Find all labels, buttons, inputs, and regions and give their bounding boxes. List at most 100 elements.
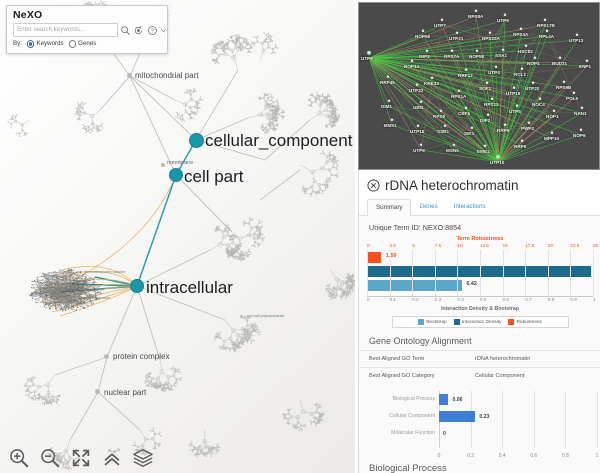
- bar-bootstrap: [367, 280, 462, 291]
- gridline: [480, 250, 481, 296]
- term-robustness-chart: Term Robustness 0 2.5 5 7.5 10 12.5 15 17.5 20 22…: [359, 236, 600, 328]
- search-panel[interactable]: NeXO ?: [6, 5, 168, 54]
- radio-keywords-label: Keywords: [36, 40, 64, 48]
- gridline: [525, 250, 527, 296]
- unique-term-id: Unique Term ID: NEXO:8854: [359, 216, 600, 236]
- go-axis-tick: 0.4: [498, 453, 506, 459]
- go-alignment-heading: Gene Ontology Alignment: [369, 336, 472, 346]
- tree-node-protein-complex[interactable]: [104, 354, 109, 359]
- gridline: [389, 250, 391, 296]
- go-row-term-key: Best Aligned GO Term: [369, 356, 425, 362]
- tree-node-nuclear-part[interactable]: [95, 389, 100, 394]
- gridline: [570, 250, 572, 296]
- go-alignment-chart: 0 0.2 0.4 0.6 0.8 1 Biological Process 0.06 Cell…: [367, 391, 598, 459]
- legend-item-interaction-density: Interaction Density: [453, 319, 502, 325]
- go-row-term-value: rDNA heterochromatin: [475, 356, 531, 362]
- gridline: [457, 250, 459, 296]
- search-by-label: By:: [13, 40, 22, 48]
- gridline: [547, 250, 549, 296]
- go-bar-value: 0.06: [452, 396, 463, 403]
- robustness-plot-area: 1.59 0.42: [367, 250, 594, 297]
- search-icon[interactable]: [120, 25, 131, 36]
- zoom-out-icon[interactable]: [39, 447, 61, 469]
- robustness-bottom-axis: 0 0.1 0.2 0.3 0.4 0.5 0.6 0.7 0.8 0.9 1: [367, 297, 596, 302]
- go-row-category-key: Best Aligned GO Category: [369, 373, 435, 379]
- go-category-label: Cellular Component: [389, 413, 435, 419]
- biological-process-heading: Biological Process: [359, 459, 600, 473]
- tree-node-mitochondrial-part[interactable]: [127, 73, 132, 78]
- radio-genes[interactable]: [68, 40, 77, 48]
- legend-swatch-interaction-density: [453, 319, 460, 325]
- chevron-down-icon[interactable]: [160, 25, 167, 36]
- go-bar: [439, 394, 449, 405]
- gridline: [593, 250, 594, 296]
- bar-interaction-density: [367, 266, 591, 277]
- go-axis-tick: 1: [595, 453, 599, 459]
- go-axis-tick: 0.2: [467, 453, 475, 459]
- gridline: [434, 250, 436, 296]
- tree-node-cell-wall-polysaccharide[interactable]: [240, 315, 243, 318]
- go-bar-value: 0.23: [479, 413, 490, 420]
- gridline: [412, 250, 414, 296]
- go-bar-value: 0: [443, 430, 446, 437]
- go-bar: [439, 411, 476, 422]
- gridline: [597, 391, 598, 448]
- go-row-term: Best Aligned GO Term rDNA heterochromati…: [359, 350, 600, 367]
- refresh-icon[interactable]: [133, 25, 144, 36]
- go-axis-tick: 0.8: [561, 453, 569, 459]
- legend-item-robustness: Robustness: [508, 319, 542, 325]
- go-category-label: Biological Process: [392, 396, 435, 402]
- help-icon[interactable]: ?: [147, 25, 158, 36]
- gridline: [533, 391, 535, 448]
- gridline: [502, 391, 504, 448]
- page-title: rDNA heterochromatin: [385, 178, 519, 193]
- legend-swatch-bootstrap: [418, 319, 425, 325]
- search-input[interactable]: [13, 23, 118, 37]
- legend-label-robustness: Robustness: [516, 319, 542, 325]
- gene-network-panel[interactable]: UTP9 UTP7 RPS8A UTP6 RPS17B NOP56 UTP21 RPS22A R…: [358, 2, 600, 170]
- ontology-tree-graphic[interactable]: [0, 0, 355, 473]
- chart-legend: Bootstrap Interaction Density Robustness: [391, 316, 569, 328]
- detail-header: rDNA heterochromatin: [359, 170, 600, 198]
- legend-label-bootstrap: Bootstrap: [426, 319, 447, 325]
- go-axis-tick: 0: [437, 453, 441, 459]
- gridline: [502, 250, 504, 296]
- go-axis-tick: 0.6: [530, 453, 538, 459]
- chart-title-robustness: Term Robustness: [456, 236, 504, 242]
- tree-node-intracellular[interactable]: [131, 280, 143, 292]
- search-row[interactable]: ?: [13, 23, 167, 37]
- tree-node-cell-part[interactable]: [170, 169, 182, 181]
- legend-item-bootstrap: Bootstrap: [418, 319, 447, 325]
- robustness-top-axis: 0 2.5 5 7.5 10 12.5 15 17.5 20 22.5 25: [367, 243, 599, 248]
- gridline: [367, 250, 368, 296]
- radio-genes-label: Genes: [78, 40, 97, 48]
- zoom-in-icon[interactable]: [8, 447, 30, 469]
- gridline: [565, 391, 567, 448]
- legend-swatch-robustness: [508, 319, 515, 325]
- go-row-category: Best Aligned GO Category Cellular Compon…: [359, 367, 600, 384]
- go-category-label: Molecular Function: [391, 430, 435, 436]
- legend-label-interaction-density: Interaction Density: [461, 319, 502, 325]
- ontology-tree-panel[interactable]: cellular_component cell part intracellul…: [0, 0, 355, 473]
- term-detail-panel[interactable]: rDNA heterochromatin Summary Genes Inter…: [358, 170, 600, 473]
- tree-node-cellular-component[interactable]: [190, 134, 203, 147]
- tab-genes[interactable]: Genes: [419, 203, 438, 210]
- bar-robustness: [367, 252, 382, 263]
- tree-toolbar[interactable]: [0, 443, 355, 473]
- app-brand: NeXO: [13, 9, 43, 21]
- tree-node-membrane[interactable]: [161, 163, 165, 167]
- tab-interactions[interactable]: Interactions: [453, 203, 486, 210]
- bar-label-robustness: 1.59: [385, 253, 397, 259]
- search-mode-row[interactable]: By: Keywords Genes: [13, 40, 167, 48]
- fit-screen-icon[interactable]: [70, 447, 92, 469]
- collapse-icon[interactable]: [101, 447, 123, 469]
- radio-keywords[interactable]: [26, 40, 35, 48]
- detail-tabs[interactable]: Summary Genes Interactions: [359, 198, 600, 216]
- tab-summary[interactable]: Summary: [367, 199, 412, 216]
- chart-xlabel-robustness: Interaction Density & Bootstrap: [441, 306, 519, 312]
- bar-label-bootstrap: 0.42: [466, 281, 477, 287]
- go-row-category-value: Cellular Component: [475, 373, 525, 379]
- layers-icon[interactable]: [132, 447, 154, 469]
- close-circle-icon[interactable]: [367, 179, 380, 192]
- svg-text:?: ?: [151, 28, 154, 34]
